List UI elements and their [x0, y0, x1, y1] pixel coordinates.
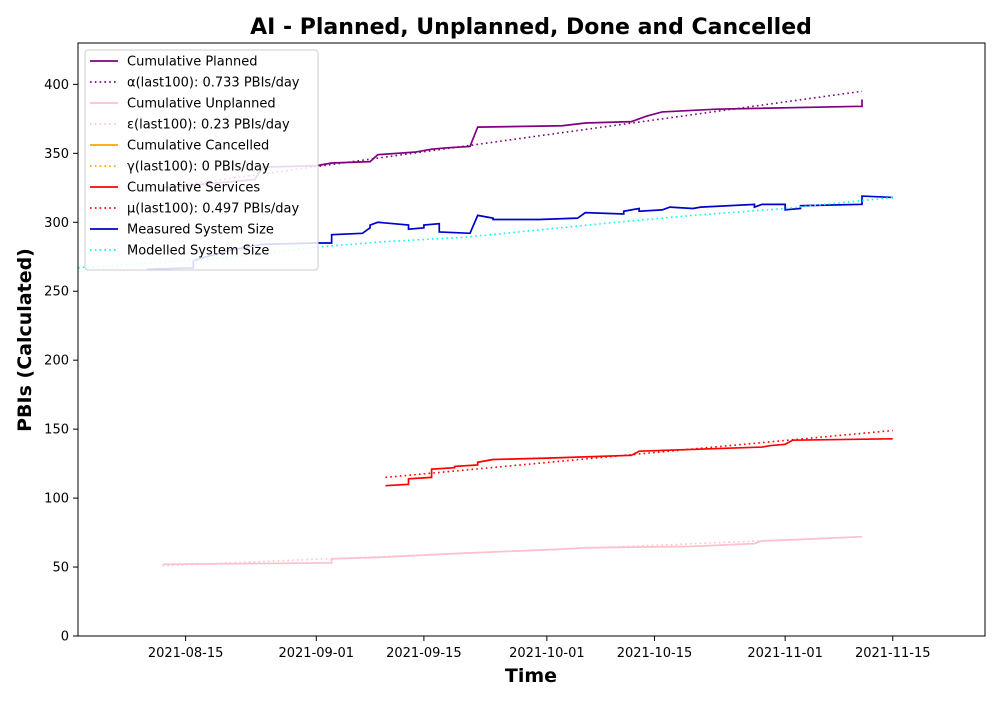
y-tick-label: 300	[44, 216, 69, 231]
y-tick-label: 50	[52, 561, 69, 576]
x-tick-label: 2021-10-01	[509, 646, 585, 661]
legend-label: ε(last100): 0.23 PBIs/day	[127, 118, 290, 133]
legend-label: Cumulative Planned	[127, 55, 257, 70]
plot-frame	[77, 42, 986, 637]
y-tick-label: 400	[44, 78, 69, 93]
x-tick-label: 2021-09-01	[278, 646, 354, 661]
x-tick-label: 2021-10-15	[617, 646, 693, 661]
chart-title: AI - Planned, Unplanned, Done and Cancel…	[250, 15, 812, 40]
legend-label: Cumulative Services	[127, 181, 260, 196]
series-line-3	[162, 535, 863, 567]
y-tick-label: 350	[44, 147, 69, 162]
x-tick-label: 2021-08-15	[148, 646, 224, 661]
legend-label: γ(last100): 0 PBIs/day	[127, 160, 270, 175]
legend: Cumulative Planned α(last100): 0.733 PBIs…	[84, 49, 319, 271]
series-line-8	[147, 195, 893, 271]
legend-label: Cumulative Unplanned	[127, 97, 276, 112]
y-tick-label: 0	[61, 630, 69, 645]
legend-label: μ(last100): 0.497 PBIs/day	[127, 202, 299, 217]
legend-label: Modelled System Size	[127, 244, 269, 259]
series-line-7	[385, 429, 893, 479]
y-tick-label: 150	[44, 423, 69, 438]
y-tick-label: 250	[44, 285, 69, 300]
x-tick-label: 2021-09-15	[386, 646, 462, 661]
legend-box	[84, 49, 319, 271]
legend-label: Cumulative Cancelled	[127, 139, 269, 154]
y-axis-label: PBIs (Calculated)	[14, 248, 36, 432]
x-tick-label: 2021-11-01	[747, 646, 823, 661]
series-line-6	[385, 437, 893, 487]
x-axis-label: Time	[505, 665, 557, 687]
x-tick-label: 2021-11-15	[855, 646, 931, 661]
legend-label: Measured System Size	[127, 223, 274, 238]
y-tick-label: 200	[44, 354, 69, 369]
y-tick-label: 100	[44, 492, 69, 507]
legend-label: α(last100): 0.733 PBIs/day	[127, 76, 300, 91]
series-line-0	[162, 99, 863, 189]
